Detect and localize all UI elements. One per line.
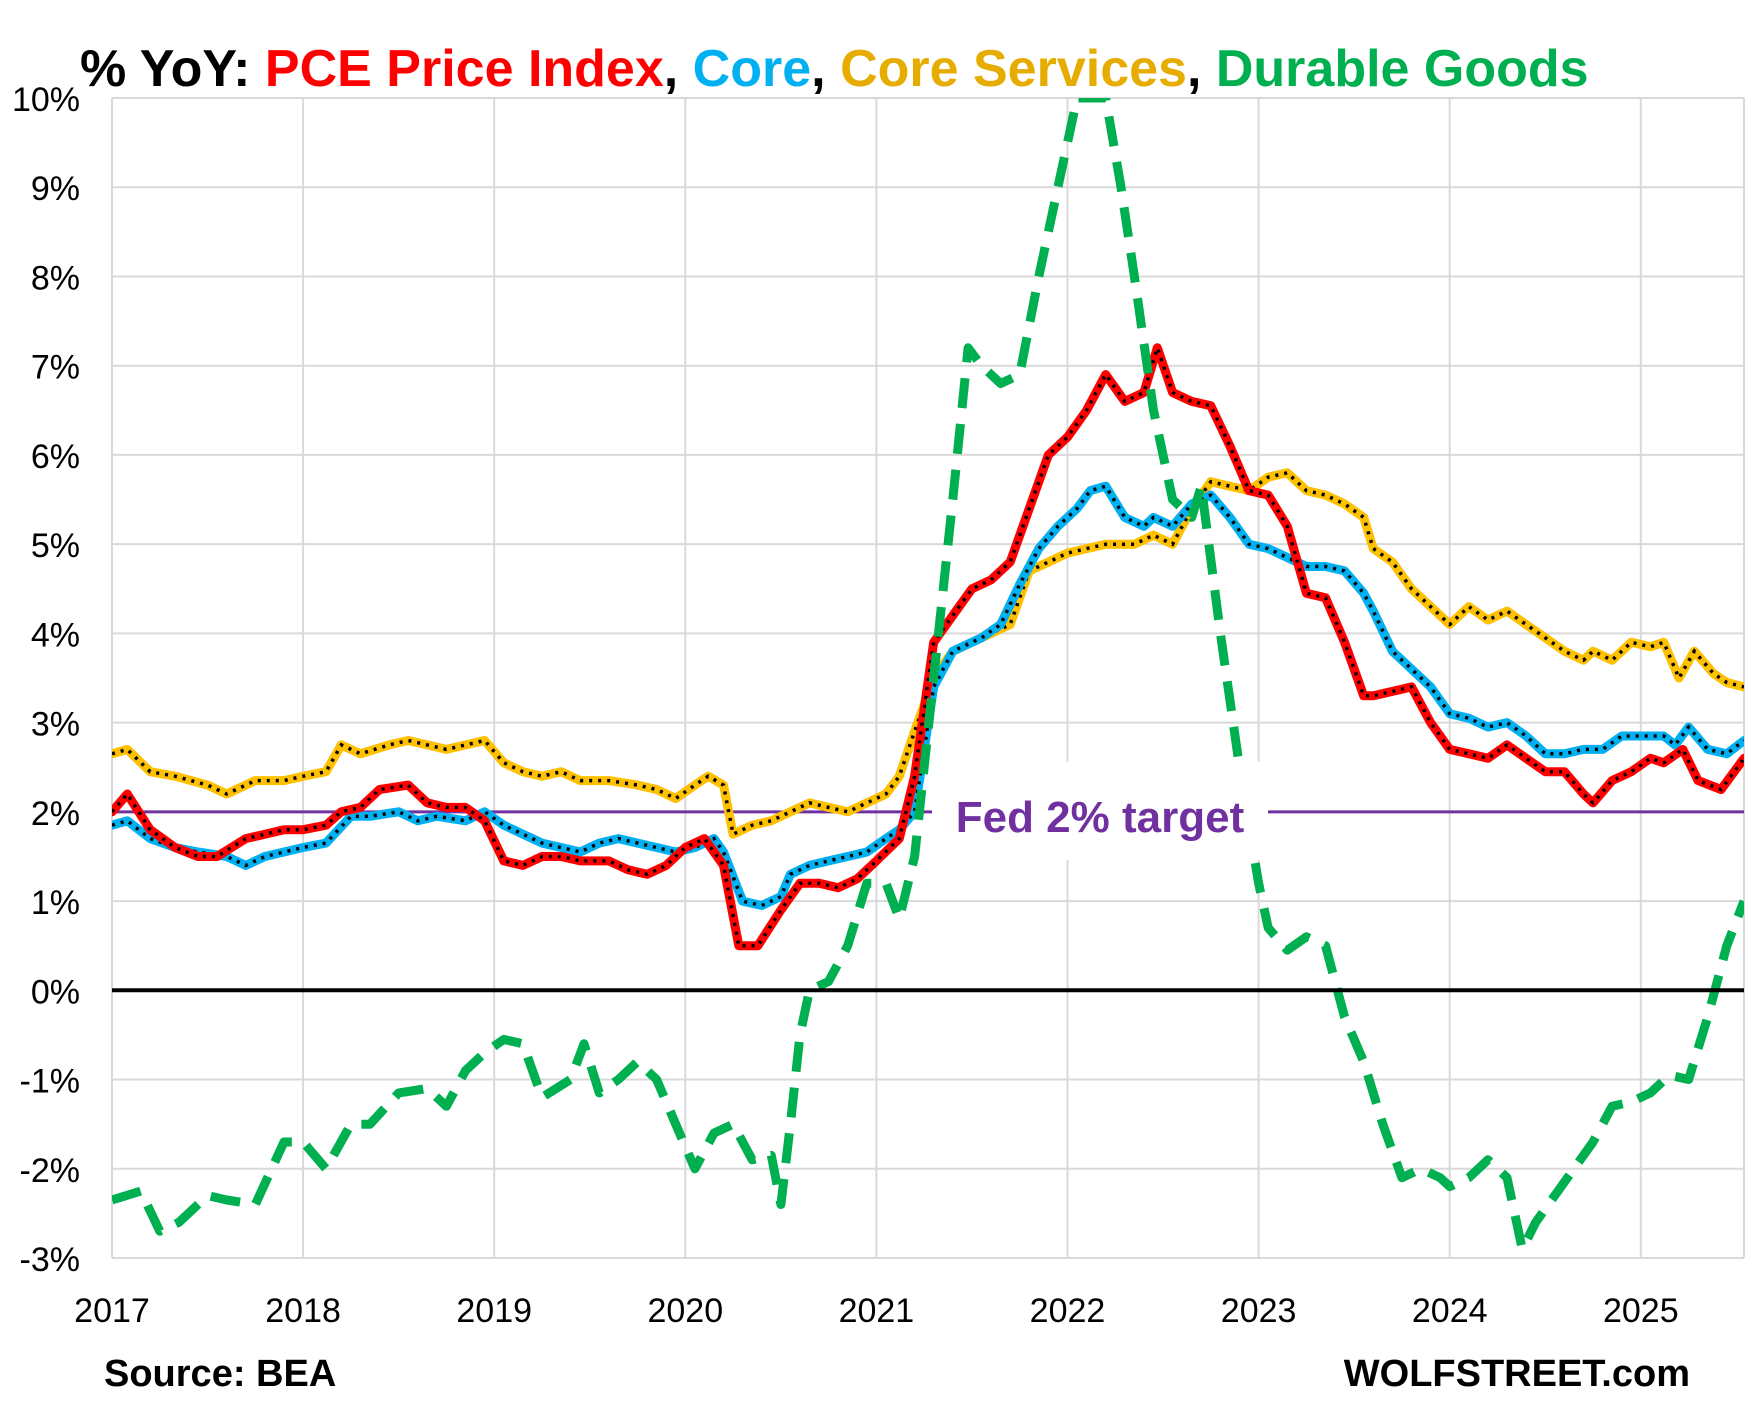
x-tick-label: 2025: [1603, 1292, 1679, 1330]
fed-target-label: Fed 2% target: [956, 793, 1245, 842]
chart-title: % YoY: PCE Price Index, Core, Core Servi…: [80, 40, 1589, 98]
y-tick-label: 3%: [31, 706, 80, 744]
title-part-5: Core Services: [840, 40, 1187, 98]
y-tick-label: 5%: [31, 527, 80, 565]
brand-label: WOLFSTREET.com: [1344, 1353, 1690, 1395]
series-layer: [112, 98, 1744, 1254]
y-tick-label: 4%: [31, 616, 80, 654]
x-tick-label: 2023: [1221, 1292, 1297, 1330]
source-label: Source: BEA: [104, 1353, 336, 1395]
x-tick-label: 2017: [74, 1292, 150, 1330]
title-part-2: ,: [664, 40, 693, 98]
fed-target-label-group: Fed 2% target: [932, 761, 1268, 860]
y-tick-label: 10%: [12, 81, 80, 119]
y-tick-label: -3%: [20, 1241, 80, 1279]
y-tick-label: -2%: [20, 1152, 80, 1190]
y-tick-label: 9%: [31, 170, 80, 208]
title-part-4: ,: [811, 40, 840, 98]
title-part-0: % YoY:: [80, 40, 265, 98]
y-tick-label: 2%: [31, 795, 80, 833]
series-line-durable: [112, 98, 1744, 1254]
series-dots-pce: [112, 342, 1744, 948]
x-tick-label: 2018: [265, 1292, 341, 1330]
series-line-pce: [112, 343, 1744, 951]
x-tick-label: 2022: [1030, 1292, 1106, 1330]
y-tick-label: -1%: [20, 1063, 80, 1101]
title-part-6: ,: [1187, 40, 1216, 98]
y-tick-label: 6%: [31, 438, 80, 476]
y-tick-label: 8%: [31, 259, 80, 297]
title-part-3: Core: [693, 40, 811, 98]
y-tick-label: 0%: [31, 973, 80, 1011]
y-tick-label: 1%: [31, 884, 80, 922]
title-part-1: PCE Price Index: [265, 40, 664, 98]
title-part-7: Durable Goods: [1216, 40, 1589, 98]
fed-target-label-bg: [932, 761, 1268, 860]
x-tick-label: 2020: [647, 1292, 723, 1330]
axis-tick-labels: -3% -2% -1% 0% 1% 2% 3% 4% 5% 6% 7% 8% 9% 10% 2017 2018…: [12, 81, 1679, 1330]
y-tick-label: 7%: [31, 349, 80, 387]
x-tick-label: 2024: [1412, 1292, 1488, 1330]
x-tick-label: 2021: [839, 1292, 915, 1330]
series-line-core: [112, 481, 1744, 910]
x-tick-label: 2019: [456, 1292, 532, 1330]
